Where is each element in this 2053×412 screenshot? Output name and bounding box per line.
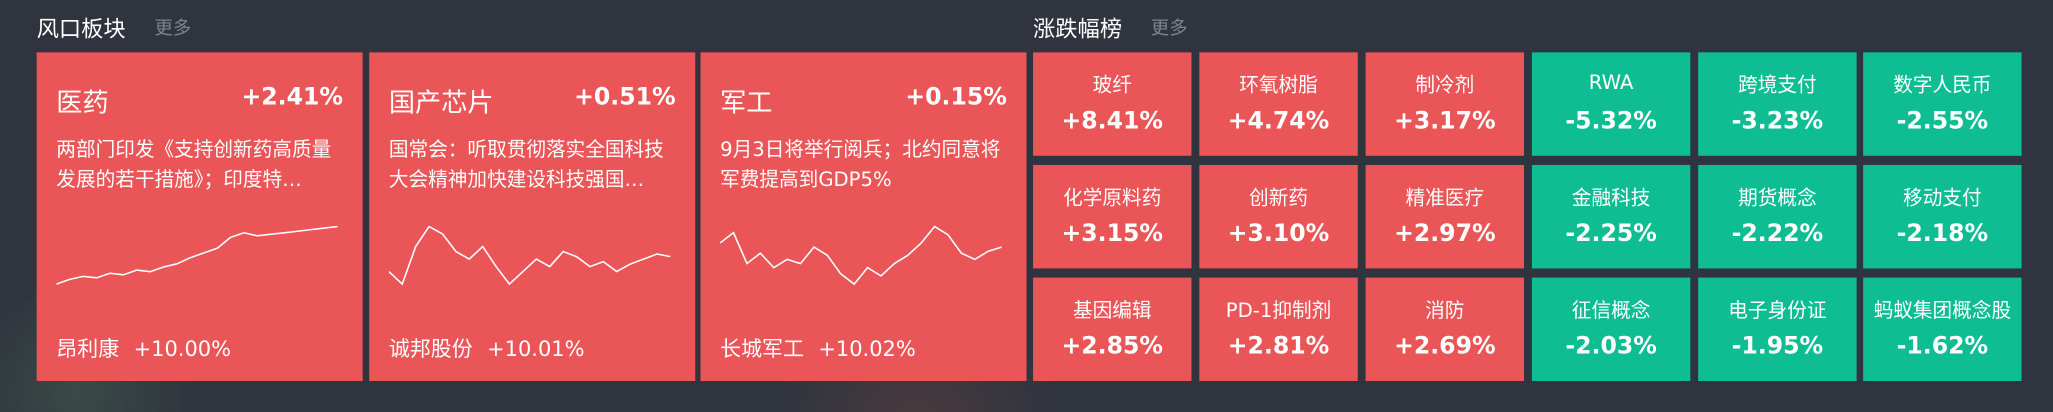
tile-change: -2.55% [1896,107,1989,135]
sector-name: 军工 [720,86,773,118]
sector-change: +0.15% [905,83,1007,112]
tile-change: -2.03% [1565,332,1657,361]
lead-stock[interactable]: 长城军工 +10.02% [720,331,916,362]
sector-change: +2.41% [241,83,344,112]
sector-card[interactable]: 军工 +0.15% 9月3日将举行阅兵；北约同意将军费提高到GDP5% 长城军工 +10… [700,52,1027,382]
tile-name: 电子身份证 [1728,298,1827,323]
tile-name: 精准医疗 [1405,185,1485,210]
sparkline-chart [56,225,338,285]
ranking-tile[interactable]: 创新药 +3.10% [1199,164,1358,269]
sparkline [388,225,671,286]
ranking-tile[interactable]: 跨境支付 -3.23% [1698,52,1857,156]
stock-change: +10.00% [133,336,232,362]
ranking-tile[interactable]: 制冷剂 +3.17% [1365,52,1525,156]
tile-name: PD-1抑制剂 [1225,298,1332,323]
ranking-tile[interactable]: 蚂蚁集团概念股 -1.62% [1863,277,2022,382]
tile-name: 基因编辑 [1072,298,1152,323]
tile-name: 蚂蚁集团概念股 [1873,298,2012,323]
tile-change: +4.74% [1227,107,1330,135]
section-title: 风口板块 [36,17,126,44]
ranking-tile[interactable]: 消防 +2.69% [1365,277,1525,382]
tile-change: -2.18% [1896,219,1989,248]
stock-name: 诚邦股份 [388,336,473,362]
ranking-tile[interactable]: 环氧树脂 +4.74% [1199,52,1358,156]
stock-change: +10.01% [487,336,585,362]
ranking-tile[interactable]: 基因编辑 +2.85% [1033,277,1192,382]
sparkline [56,225,338,285]
tile-name: 金融科技 [1571,185,1651,210]
more-link[interactable]: 更多 [1150,18,1188,40]
tile-change: +3.15% [1061,219,1164,248]
tile-change: -1.95% [1731,332,1824,361]
lead-stock[interactable]: 诚邦股份 +10.01% [389,331,585,362]
tile-change: +2.85% [1061,332,1164,361]
tile-change: -3.23% [1731,107,1824,135]
stock-name: 长城军工 [720,336,804,362]
tile-change: +2.81% [1227,332,1330,361]
sector-change: +0.51% [574,83,676,112]
tile-change: +2.69% [1394,332,1496,361]
sector-card[interactable]: 医药 +2.41% 两部门印发《支持创新药高质量发展的若干措施》；印度特… 昂利康 +1… [36,52,363,382]
tile-name: 玻纤 [1092,73,1132,97]
ranking-tile[interactable]: RWA -5.32% [1531,52,1691,156]
tile-change: +3.10% [1227,219,1330,248]
ranking-tile[interactable]: 数字人民币 -2.55% [1863,52,2022,156]
tile-change: -5.32% [1565,107,1657,135]
section-title: 涨跌幅榜 [1033,17,1123,44]
sparkline [720,225,1002,286]
tile-name: 创新药 [1249,185,1309,210]
ranking-tile[interactable]: 期货概念 -2.22% [1698,164,1857,269]
sector-news: 国常会：听取贯彻落实全国科技大会精神加快建设科技强国… [388,137,664,192]
tile-name: 期货概念 [1738,185,1817,210]
tile-name: 化学原料药 [1063,185,1162,210]
lead-stock[interactable]: 昂利康 +10.00% [56,331,231,362]
tile-name: 数字人民币 [1893,73,1992,97]
sparkline-chart [720,225,1002,286]
sector-news: 两部门印发《支持创新药高质量发展的若干措施》；印度特… [56,137,332,192]
tile-name: 环氧树脂 [1239,73,1318,97]
stock-change: +10.02% [818,336,916,362]
ranking-tile[interactable]: 移动支付 -2.18% [1863,164,2022,269]
ranking-tile[interactable]: PD-1抑制剂 +2.81% [1199,277,1358,382]
ranking-tile[interactable]: 电子身份证 -1.95% [1698,277,1857,382]
tile-change: -1.62% [1896,332,1989,361]
tile-name: 征信概念 [1571,298,1651,323]
sector-news: 9月3日将举行阅兵；北约同意将军费提高到GDP5% [720,137,1001,192]
ranking-tile[interactable]: 征信概念 -2.03% [1531,277,1691,382]
ranking-tile[interactable]: 金融科技 -2.25% [1531,164,1691,269]
tile-change: +8.41% [1061,107,1164,135]
more-link[interactable]: 更多 [154,18,192,40]
stock-name: 昂利康 [56,336,120,362]
ranking-tile[interactable]: 玻纤 +8.41% [1033,52,1192,156]
tile-name: 消防 [1425,298,1465,323]
tile-change: -2.22% [1731,219,1824,248]
tile-name: 跨境支付 [1738,73,1817,97]
tile-name: 制冷剂 [1415,73,1475,97]
sparkline-chart [388,225,671,286]
ranking-tile[interactable]: 化学原料药 +3.15% [1033,164,1192,269]
sector-name: 医药 [56,86,109,118]
tile-name: RWA [1588,70,1634,95]
sector-name: 国产芯片 [388,86,494,118]
ranking-tile[interactable]: 精准医疗 +2.97% [1365,164,1525,269]
tile-change: -2.25% [1565,219,1657,248]
tile-change: +2.97% [1394,219,1496,248]
tile-name: 移动支付 [1903,185,1982,210]
tile-change: +3.17% [1394,107,1496,135]
sector-card[interactable]: 国产芯片 +0.51% 国常会：听取贯彻落实全国科技大会精神加快建设科技强国… 诚邦股… [369,52,696,382]
